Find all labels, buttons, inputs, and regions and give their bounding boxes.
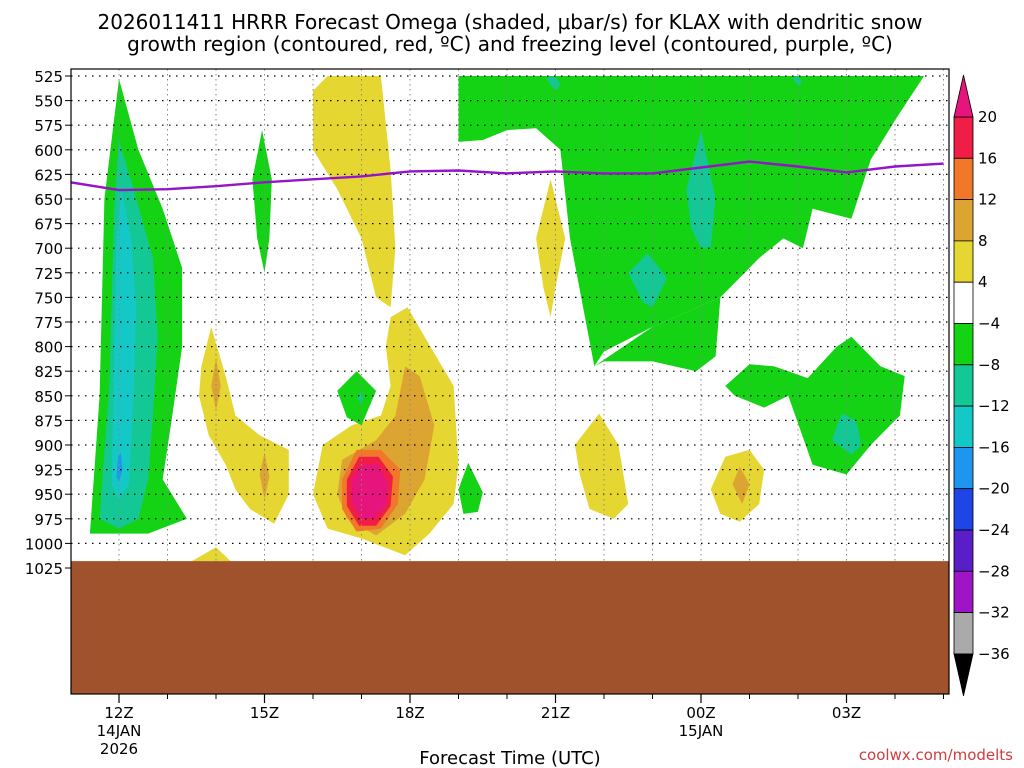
- colorbar-bin-10: [953, 529, 974, 572]
- omega-region-yellow-col-22z: [574, 413, 629, 519]
- y-tick-label-725: 725: [34, 265, 63, 283]
- y-tick-label-825: 825: [34, 363, 63, 381]
- colorbar-label-10: −24: [978, 521, 1010, 539]
- y-tick-label-1000: 1000: [25, 535, 63, 553]
- colorbar-bin-1: [953, 157, 974, 201]
- omega-region-yellow-bit-14z: [191, 547, 231, 562]
- colorbar-bin-11: [953, 570, 974, 613]
- y-tick-label-675: 675: [34, 216, 63, 234]
- omega-region-orange-spot-18z: [407, 400, 414, 439]
- colorbar-label-5: −4: [978, 315, 1000, 333]
- colorbar-bin-6: [953, 364, 974, 407]
- colorbar-bin-9: [953, 488, 974, 531]
- colorbar-bin-8: [953, 446, 974, 490]
- omega-region-green-lower-main: [594, 297, 721, 372]
- colorbar-label-6: −8: [978, 356, 1000, 374]
- omega-shaded-regions: [89, 76, 949, 562]
- freezing-level-contour: [71, 160, 944, 192]
- y-tick-label-575: 575: [34, 117, 63, 135]
- colorbar-label-7: −12: [978, 397, 1010, 415]
- omega-region-orange-spot-25z: [732, 466, 750, 504]
- colorbar: 20 16 12 8 4 −4 −8 −12 −16 −20 −24 −28 −32 −36: [953, 74, 1010, 696]
- y-tick-label-550: 550: [34, 93, 63, 111]
- omega-region-yellow-top-17z: [313, 76, 396, 308]
- colorbar-label-4: 4: [978, 273, 988, 291]
- chart-title-line2: growth region (contoured, red, ºC) and f…: [127, 32, 893, 56]
- colorbar-top-arrow: [953, 74, 974, 118]
- colorbar-bin-12: [953, 612, 974, 655]
- omega-region-orange-spot-15z: [259, 452, 270, 500]
- omega-region-green-sliver-15z: [252, 130, 272, 273]
- omega-region-cyan-col-12z: [111, 189, 136, 500]
- y-axis: 525 550 575 600 625 650 675 700 725 750 775 800 825 8…: [25, 68, 71, 578]
- colorbar-label-0: 20: [978, 108, 997, 126]
- x-axis-label: Forecast Time (UTC): [419, 748, 600, 768]
- y-tick-label-975: 975: [34, 511, 63, 529]
- omega-region-green-blob-19z: [458, 462, 483, 514]
- credit-text: coolwx.com/modelts: [859, 746, 1013, 764]
- chart-title-line1: 2026011411 HRRR Forecast Omega (shaded, …: [98, 10, 923, 34]
- colorbar-bin-3: [953, 240, 974, 283]
- colorbar-bin-7: [953, 405, 974, 448]
- x-tick-year-12Z: 2026: [100, 740, 138, 758]
- x-tick-label-03Z: 03Z: [832, 704, 861, 722]
- colorbar-label-1: 16: [978, 149, 997, 167]
- colorbar-bin-2: [953, 199, 974, 242]
- omega-region-teal-top-26z: [793, 76, 802, 86]
- x-tick-label-12Z: 12Z: [104, 704, 133, 722]
- y-tick-label-750: 750: [34, 289, 63, 307]
- y-tick-label-925: 925: [34, 462, 63, 480]
- x-tick-label-21Z: 21Z: [541, 704, 570, 722]
- x-tick-label-15Z: 15Z: [250, 704, 279, 722]
- ground-surface: [71, 561, 949, 694]
- omega-region-teal-dot-17z: [357, 391, 364, 404]
- y-tick-label-775: 775: [34, 314, 63, 332]
- colorbar-label-2: 12: [978, 191, 997, 209]
- omega-region-magenta-core: [351, 464, 389, 519]
- y-tick-label-900: 900: [34, 437, 63, 455]
- y-tick-label-600: 600: [34, 142, 63, 160]
- colorbar-bottom-arrow: [953, 653, 974, 696]
- omega-region-teal-patch-23z: [628, 253, 668, 308]
- colorbar-bin-0: [953, 116, 974, 159]
- y-tick-label-950: 950: [34, 486, 63, 504]
- colorbar-bin-5: [953, 323, 974, 366]
- colorbar-label-13: −36: [978, 645, 1010, 663]
- omega-region-teal-top-21z: [545, 76, 561, 91]
- y-tick-label-525: 525: [34, 68, 63, 86]
- y-tick-label-625: 625: [34, 166, 63, 184]
- y-tick-label-875: 875: [34, 412, 63, 430]
- x-tick-date-00Z: 15JAN: [679, 722, 724, 740]
- omega-region-blue-spot-12z: [116, 452, 123, 483]
- omega-region-yellow-spike-21z: [536, 179, 566, 318]
- x-tick-label-00Z: 00Z: [686, 704, 715, 722]
- y-tick-label-700: 700: [34, 240, 63, 258]
- colorbar-label-3: 8: [978, 232, 988, 250]
- omega-region-green-blob-17z: [337, 371, 377, 426]
- y-tick-label-800: 800: [34, 339, 63, 357]
- plot-frame: [70, 68, 950, 695]
- y-tick-label-850: 850: [34, 388, 63, 406]
- colorbar-label-11: −28: [978, 562, 1010, 580]
- y-tick-label-650: 650: [34, 191, 63, 209]
- x-tick-label-18Z: 18Z: [395, 704, 424, 722]
- colorbar-bin-4: [953, 281, 974, 324]
- x-tick-date-12Z: 14JAN: [97, 722, 142, 740]
- y-tick-label-1025: 1025: [25, 560, 63, 578]
- freezing-level-line: [71, 160, 944, 192]
- ground-layer: [71, 561, 949, 694]
- colorbar-label-8: −16: [978, 438, 1010, 456]
- colorbar-label-9: −20: [978, 480, 1010, 498]
- colorbar-label-12: −32: [978, 604, 1010, 622]
